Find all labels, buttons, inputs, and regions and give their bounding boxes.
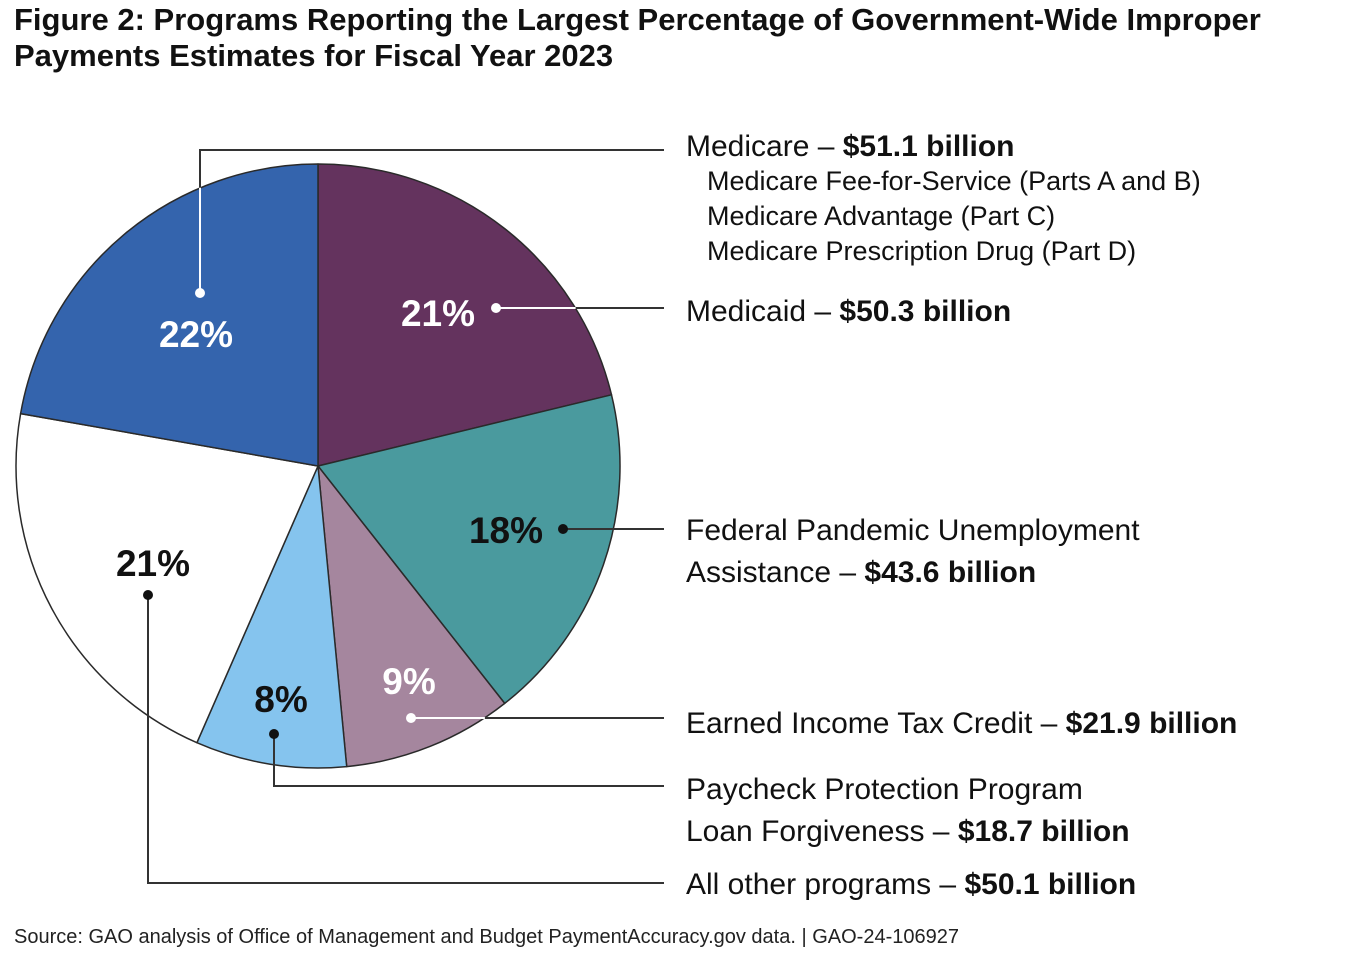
leader-lines (143, 149, 664, 884)
leader-line-3 (273, 734, 664, 787)
leader-dot-0 (491, 303, 501, 313)
pie-slice-3 (196, 465, 348, 769)
sub-item-2: Medicare Prescription Drug (Part D) (707, 236, 1136, 266)
leader-line-4 (147, 595, 664, 884)
chart-title: Figure 2: Programs Reporting the Largest… (14, 2, 1344, 74)
slice-label-2: Earned Income Tax Credit – $21.9 billion (686, 707, 1237, 740)
percent-label-5: 22% (159, 314, 233, 355)
leader-dot-2 (406, 713, 416, 723)
pie-slices (15, 163, 621, 769)
pie-slice-5 (19, 163, 319, 467)
slice-label-3: Paycheck Protection Program (686, 773, 1083, 806)
leader-dot-4 (143, 590, 153, 600)
leader-dot-3 (269, 729, 279, 739)
sub-item-1: Medicare Advantage (Part C) (707, 201, 1055, 231)
legend-labels: Medicaid – $50.3 billion Federal Pandemic… (686, 130, 1237, 901)
pie-slice-1 (317, 394, 621, 705)
percent-labels: 21% 18% 9% 8% 21% 22% (116, 293, 543, 720)
percent-label-0: 21% (401, 293, 475, 334)
leader-dot-1 (558, 524, 568, 534)
pie-slice-2 (317, 465, 506, 768)
slice-label-5: Medicare – $51.1 billion (686, 130, 1014, 163)
percent-label-4: 21% (116, 543, 190, 584)
leader-dot-5 (195, 288, 205, 298)
slice-label-line2-3: Loan Forgiveness – $18.7 billion (686, 815, 1130, 848)
pie-slice-0 (317, 163, 613, 467)
source-note: Source: GAO analysis of Office of Manage… (14, 926, 959, 948)
percent-label-1: 18% (469, 510, 543, 551)
percent-label-2: 9% (382, 661, 435, 702)
percent-label-3: 8% (254, 679, 307, 720)
slice-label-4: All other programs – $50.1 billion (686, 868, 1136, 901)
chart-title-line-1: Figure 2: Programs Reporting the Largest… (14, 2, 1261, 37)
pie-slice-4 (15, 412, 319, 744)
chart-title-line-2: Payments Estimates for Fiscal Year 2023 (14, 38, 614, 73)
slice-label-line2-1: Assistance – $43.6 billion (686, 556, 1036, 589)
sub-item-0: Medicare Fee-for-Service (Parts A and B) (707, 166, 1201, 196)
slice-label-0: Medicaid – $50.3 billion (686, 295, 1011, 328)
slice-label-1: Federal Pandemic Unemployment (686, 514, 1140, 547)
